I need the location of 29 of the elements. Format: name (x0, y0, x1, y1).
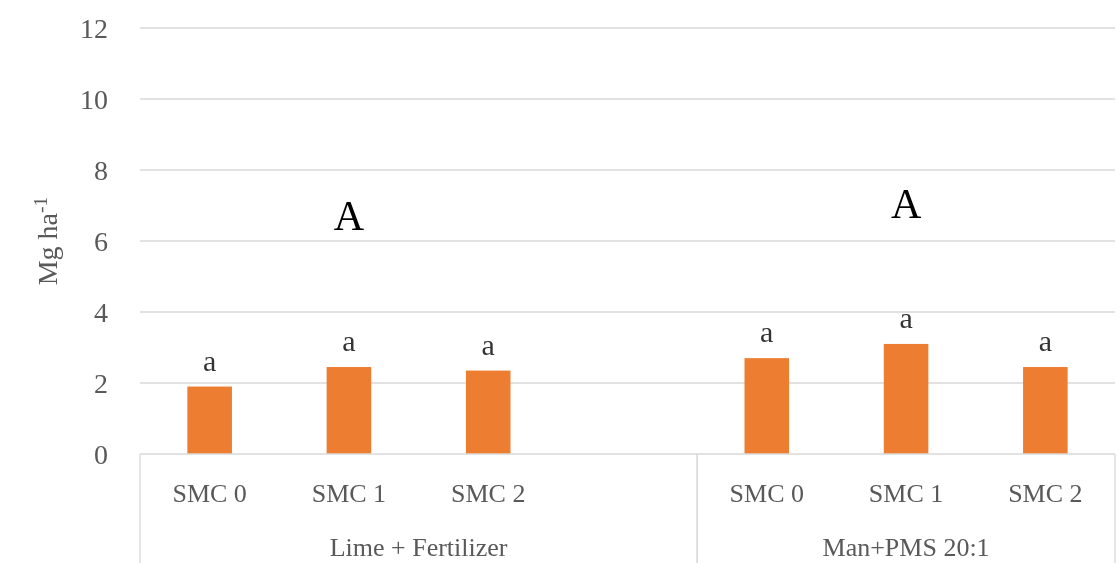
bar (883, 343, 929, 454)
y-tick-label: 12 (80, 12, 108, 44)
y-tick-label: 4 (94, 296, 108, 328)
data-label: a (760, 315, 774, 349)
annotation: A (333, 193, 365, 239)
bar (1023, 367, 1068, 454)
x-tick-label: SMC 0 (729, 479, 804, 508)
y-tick-label: 6 (94, 225, 108, 257)
bar (326, 367, 372, 454)
x-tick-label: SMC 2 (451, 479, 526, 508)
y-tick-label: 0 (94, 438, 108, 470)
y-tick-label: 10 (80, 83, 108, 115)
annotation: A (890, 181, 922, 227)
x-tick-label: SMC 2 (1008, 479, 1083, 508)
data-label: a (899, 300, 913, 334)
y-tick-label: 8 (94, 154, 108, 186)
data-label: a (481, 327, 495, 361)
x-tick-label: SMC 1 (311, 479, 387, 508)
text: Man+PMS 20:1 (822, 533, 990, 562)
bar (187, 386, 232, 454)
text: Lime + Fertilizer (329, 533, 508, 562)
y-tick-label: 2 (94, 367, 108, 399)
data-label: a (342, 324, 356, 358)
bar (744, 358, 790, 454)
data-label: a (202, 343, 217, 377)
x-tick-label: SMC 0 (172, 479, 247, 508)
x-tick-label: SMC 1 (868, 479, 944, 508)
data-label: a (1038, 324, 1053, 358)
bar (465, 370, 511, 454)
